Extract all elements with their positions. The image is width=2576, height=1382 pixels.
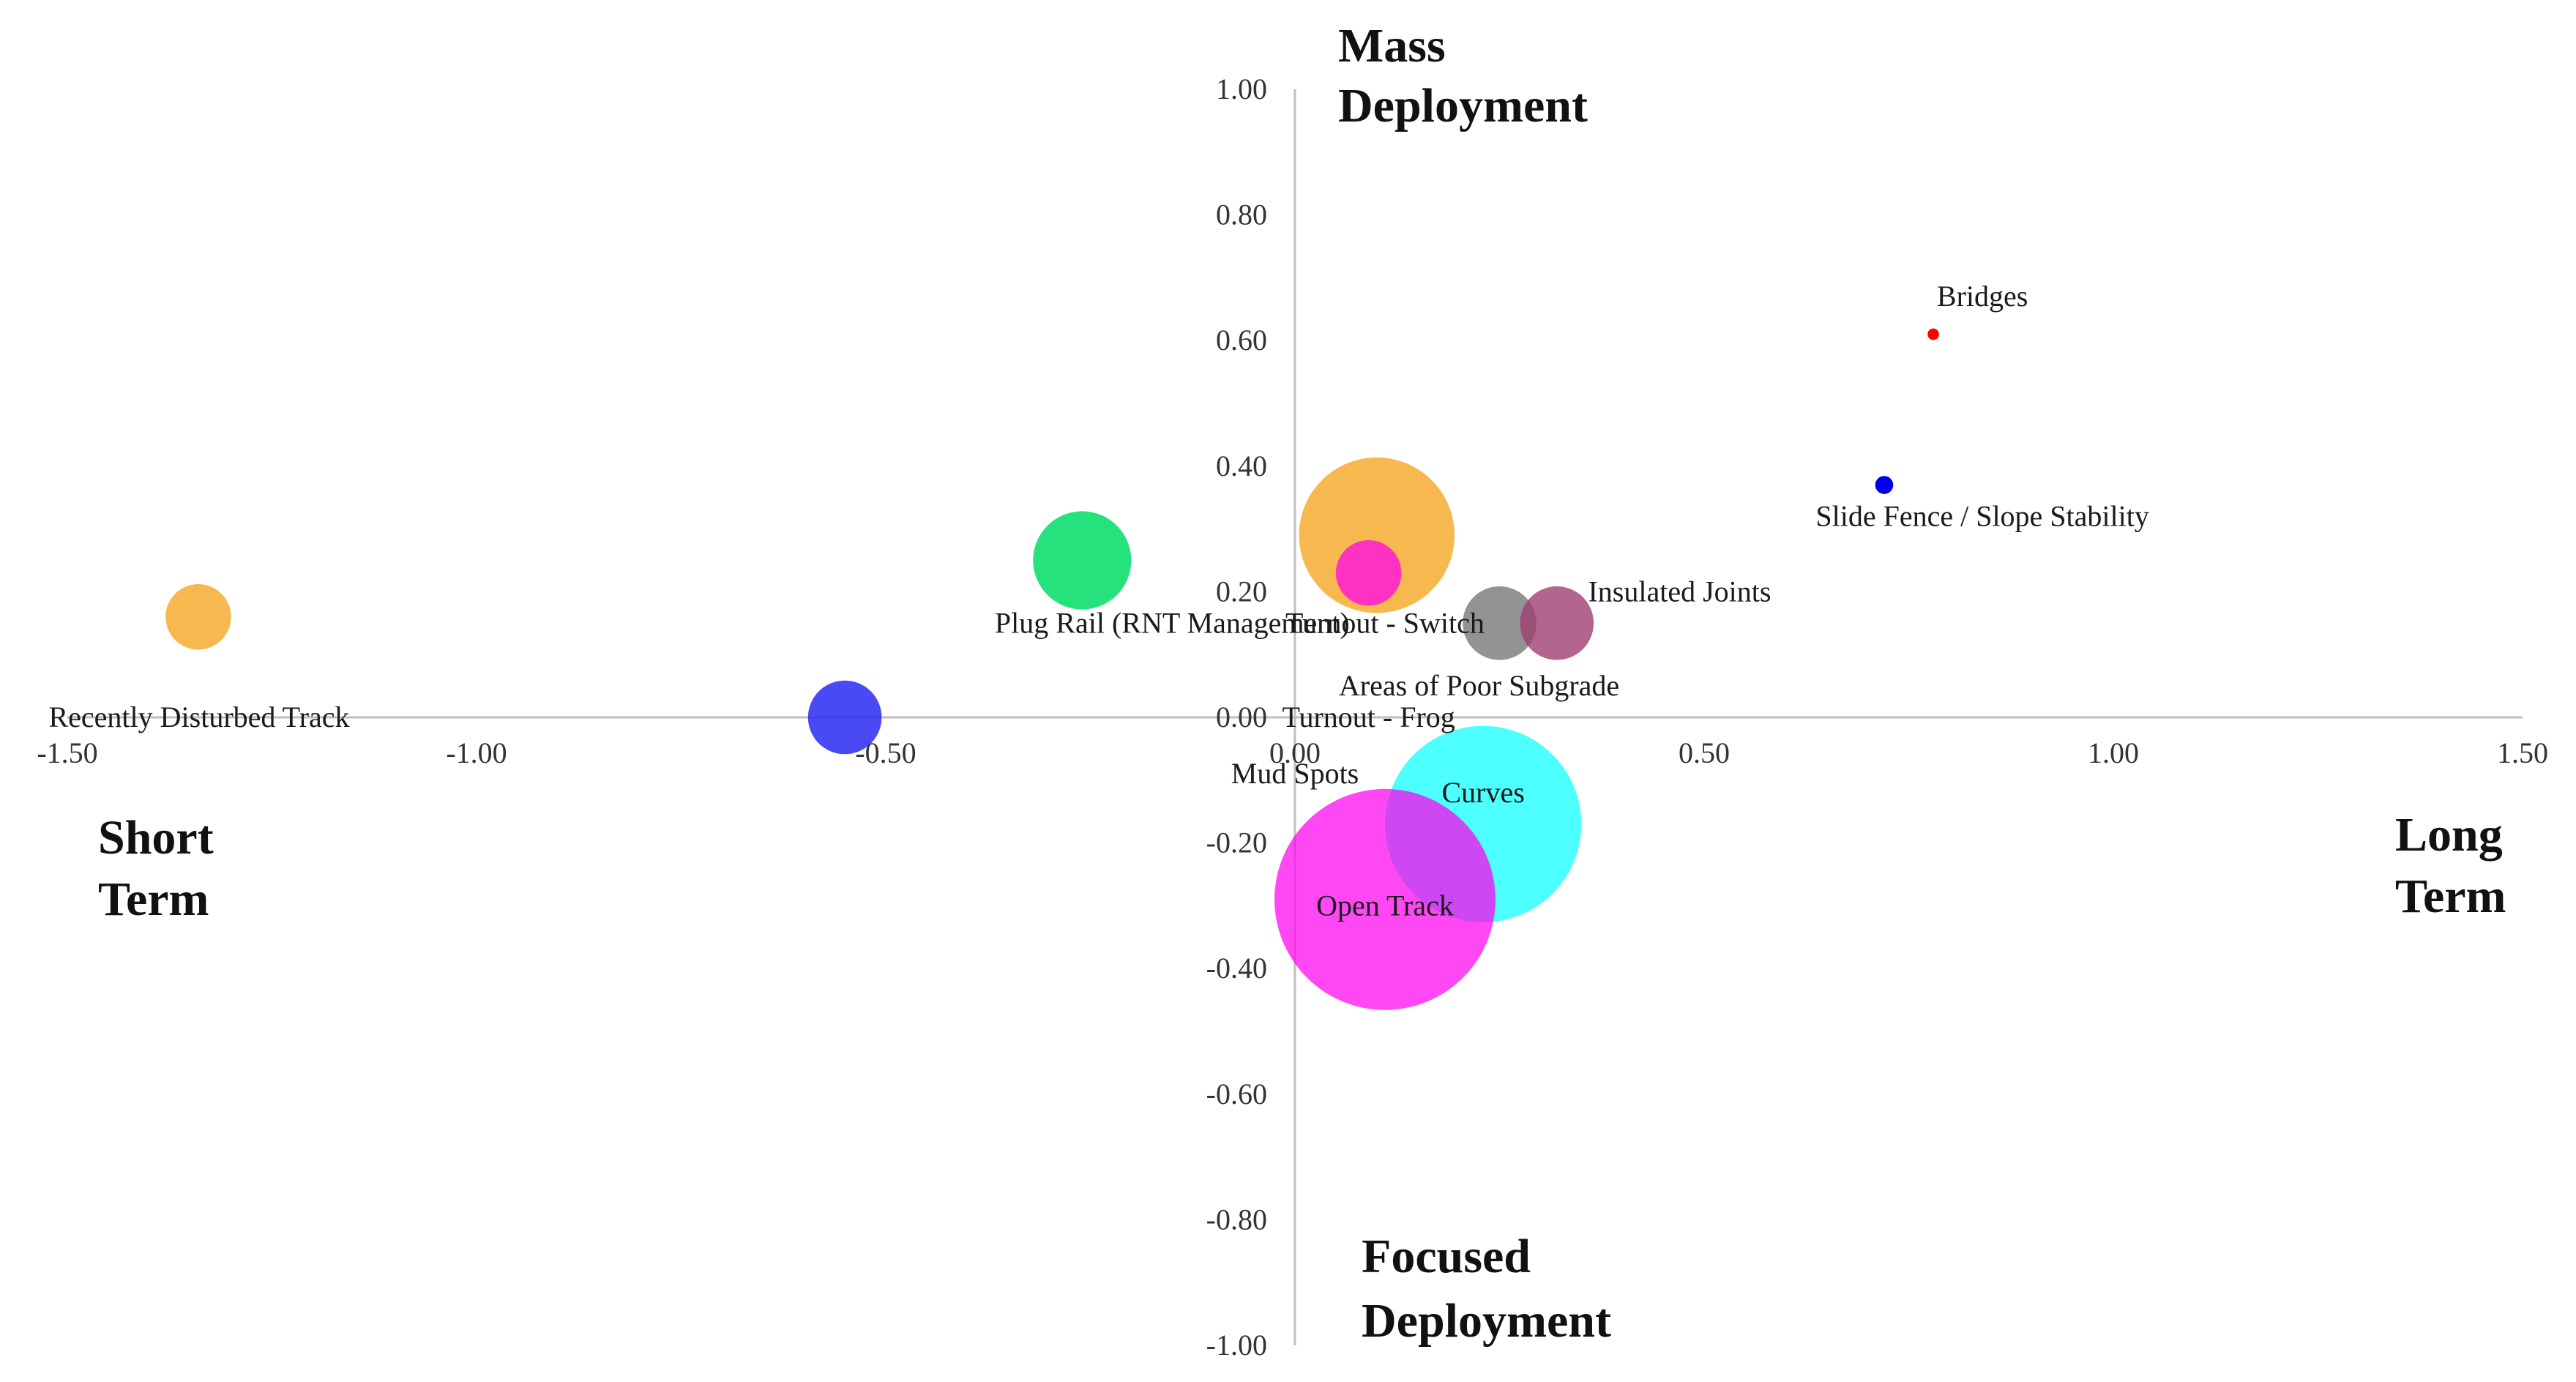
y-tick-label: -0.20 [1206,826,1267,859]
bubbles [165,328,1939,1010]
x-tick-labels: -1.50 -1.00 -0.50 0.00 0.50 1.00 1.50 [37,736,2548,769]
y-tick-label: -0.40 [1206,952,1267,985]
bubble-label-bridges: Bridges [1937,280,2028,313]
y-tick-label: 0.00 [1216,701,1267,733]
bubble-labels: Recently Disturbed Track Mud Spots Plug Ra… [48,280,2148,922]
quadrant-top-line1: Mass [1338,19,1446,72]
y-tick-label: -0.60 [1206,1077,1267,1110]
quadrant-label-top: Mass Deployment [1338,19,1588,132]
quadrant-right-line2: Term [2395,870,2506,923]
quadrant-bottom-line2: Deployment [1362,1294,1611,1348]
bubble-label-plug-rail-rnt-management: Plug Rail (RNT Management) [995,606,1350,639]
quadrant-top-line2: Deployment [1338,79,1588,132]
quadrant-label-bottom: Focused Deployment [1362,1230,1611,1348]
x-tick-label: 1.00 [2088,736,2139,769]
y-tick-label: -0.80 [1206,1203,1267,1236]
quadrant-left-line1: Short [98,811,214,864]
y-tick-label: 0.80 [1216,198,1267,231]
bubble-label-open-track: Open Track [1316,889,1454,922]
bubble-label-turnout-switch: Turnout - Switch [1285,606,1485,639]
bubble-label-slide-fence-slope-stability: Slide Fence / Slope Stability [1815,499,2149,532]
quadrant-right-line1: Long [2395,808,2503,862]
x-tick-label: 0.50 [1679,736,1730,769]
bubble-label-recently-disturbed-track: Recently Disturbed Track [48,701,349,733]
bubble-turnout-frog [1335,539,1402,606]
bubble-open-track [1274,788,1496,1010]
bubble-label-mud-spots: Mud Spots [1231,757,1359,790]
quadrant-label-right: Long Term [2395,808,2506,923]
x-tick-label: -1.50 [37,736,97,769]
bubble-label-areas-of-poor-subgrade: Areas of Poor Subgrade [1339,669,1619,702]
bubble-label-turnout-frog: Turnout - Frog [1282,701,1455,733]
bubble-insulated-joints [1520,586,1594,660]
bubble-recently-disturbed-track [165,584,231,650]
y-tick-label: 0.40 [1216,449,1267,482]
bubble-label-insulated-joints: Insulated Joints [1588,575,1771,608]
bubble-bridges [1927,328,1939,340]
y-tick-label: -1.00 [1206,1329,1267,1362]
quadrant-label-left: Short Term [98,811,214,926]
quadrant-left-line2: Term [98,873,209,926]
y-tick-label: 0.20 [1216,575,1267,608]
quadrant-bottom-line1: Focused [1362,1230,1531,1283]
y-tick-label: 1.00 [1216,72,1267,105]
y-tick-label: 0.60 [1216,324,1267,356]
bubble-plug-rail-rnt-management [1033,511,1132,610]
x-tick-label: -1.00 [446,736,507,769]
x-tick-label: 0.00 [1269,736,1321,769]
x-tick-label: 1.50 [2497,736,2548,769]
bubble-areas-of-poor-subgrade [1463,586,1537,660]
bubble-slide-fence-slope-stability [1875,476,1894,494]
y-tick-labels: 1.00 0.80 0.60 0.40 0.20 0.00 -0.20 -0.40 -0.60 -… [1206,72,1267,1362]
bubble-label-curves: Curves [1441,776,1524,809]
axes [67,89,2523,1345]
bubble-mud-spots [807,680,882,755]
